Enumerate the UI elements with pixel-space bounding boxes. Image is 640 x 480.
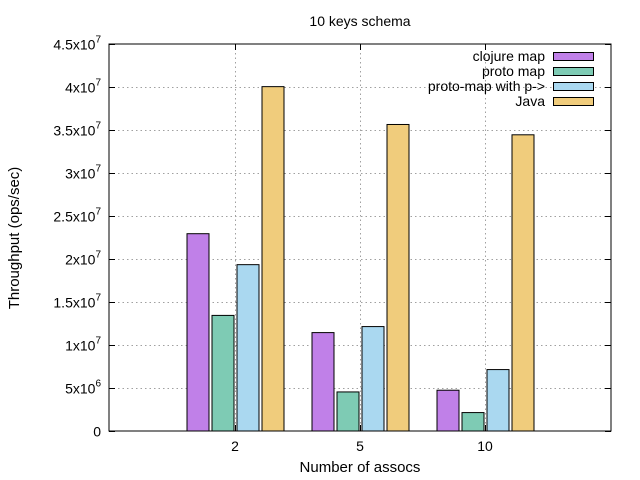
y-tick-label: 5x106 — [65, 379, 101, 397]
bar-java-5 — [386, 123, 410, 432]
x-tick-label: 5 — [356, 438, 364, 454]
legend-swatch — [553, 52, 594, 61]
bar-clojure-map-10 — [436, 389, 460, 432]
bar-java-10 — [511, 134, 535, 432]
legend-label: proto-map with p-> — [428, 78, 545, 94]
x-tick-label: 2 — [231, 438, 239, 454]
x-tick-label: 10 — [477, 438, 493, 454]
bars — [186, 86, 535, 432]
bar-clojure-map-5 — [311, 332, 335, 432]
y-tick-label: 3x107 — [65, 164, 101, 182]
legend-label: clojure map — [473, 48, 546, 64]
legend-label: proto map — [482, 63, 545, 79]
bar-proto-map-with-p--10 — [486, 369, 510, 432]
y-axis-title: Throughput (ops/sec) — [6, 167, 23, 310]
y-tick-label: 1x107 — [65, 336, 101, 354]
y-tick-label: 3.5x107 — [53, 121, 101, 139]
y-tick-label: 4x107 — [65, 78, 101, 96]
legend-label: Java — [515, 93, 545, 109]
y-tick-label: 2x107 — [65, 250, 101, 268]
grid-lines — [109, 44, 611, 431]
legend-swatch — [553, 97, 594, 106]
y-tick-label: 0 — [93, 424, 101, 440]
bar-proto-map-10 — [461, 412, 485, 432]
bar-proto-map-with-p--5 — [361, 326, 385, 432]
bar-proto-map-2 — [211, 314, 235, 432]
bar-proto-map-with-p--2 — [236, 264, 260, 432]
y-tick-label: 2.5x107 — [53, 207, 101, 225]
chart-title: 10 keys schema — [309, 13, 410, 29]
y-tick-label: 4.5x107 — [53, 35, 101, 53]
bar-clojure-map-2 — [186, 233, 210, 432]
legend-swatch — [553, 67, 594, 76]
y-tick-label: 1.5x107 — [53, 293, 101, 311]
axis-ticks: 0 5x106 1x107 1.5x107 2x107 2.5x107 3x107 3.5x1… — [53, 35, 611, 454]
legend-swatch — [553, 82, 594, 91]
x-axis-title: Number of assocs — [300, 459, 421, 476]
bar-proto-map-5 — [336, 391, 360, 432]
bar-java-2 — [261, 86, 285, 432]
